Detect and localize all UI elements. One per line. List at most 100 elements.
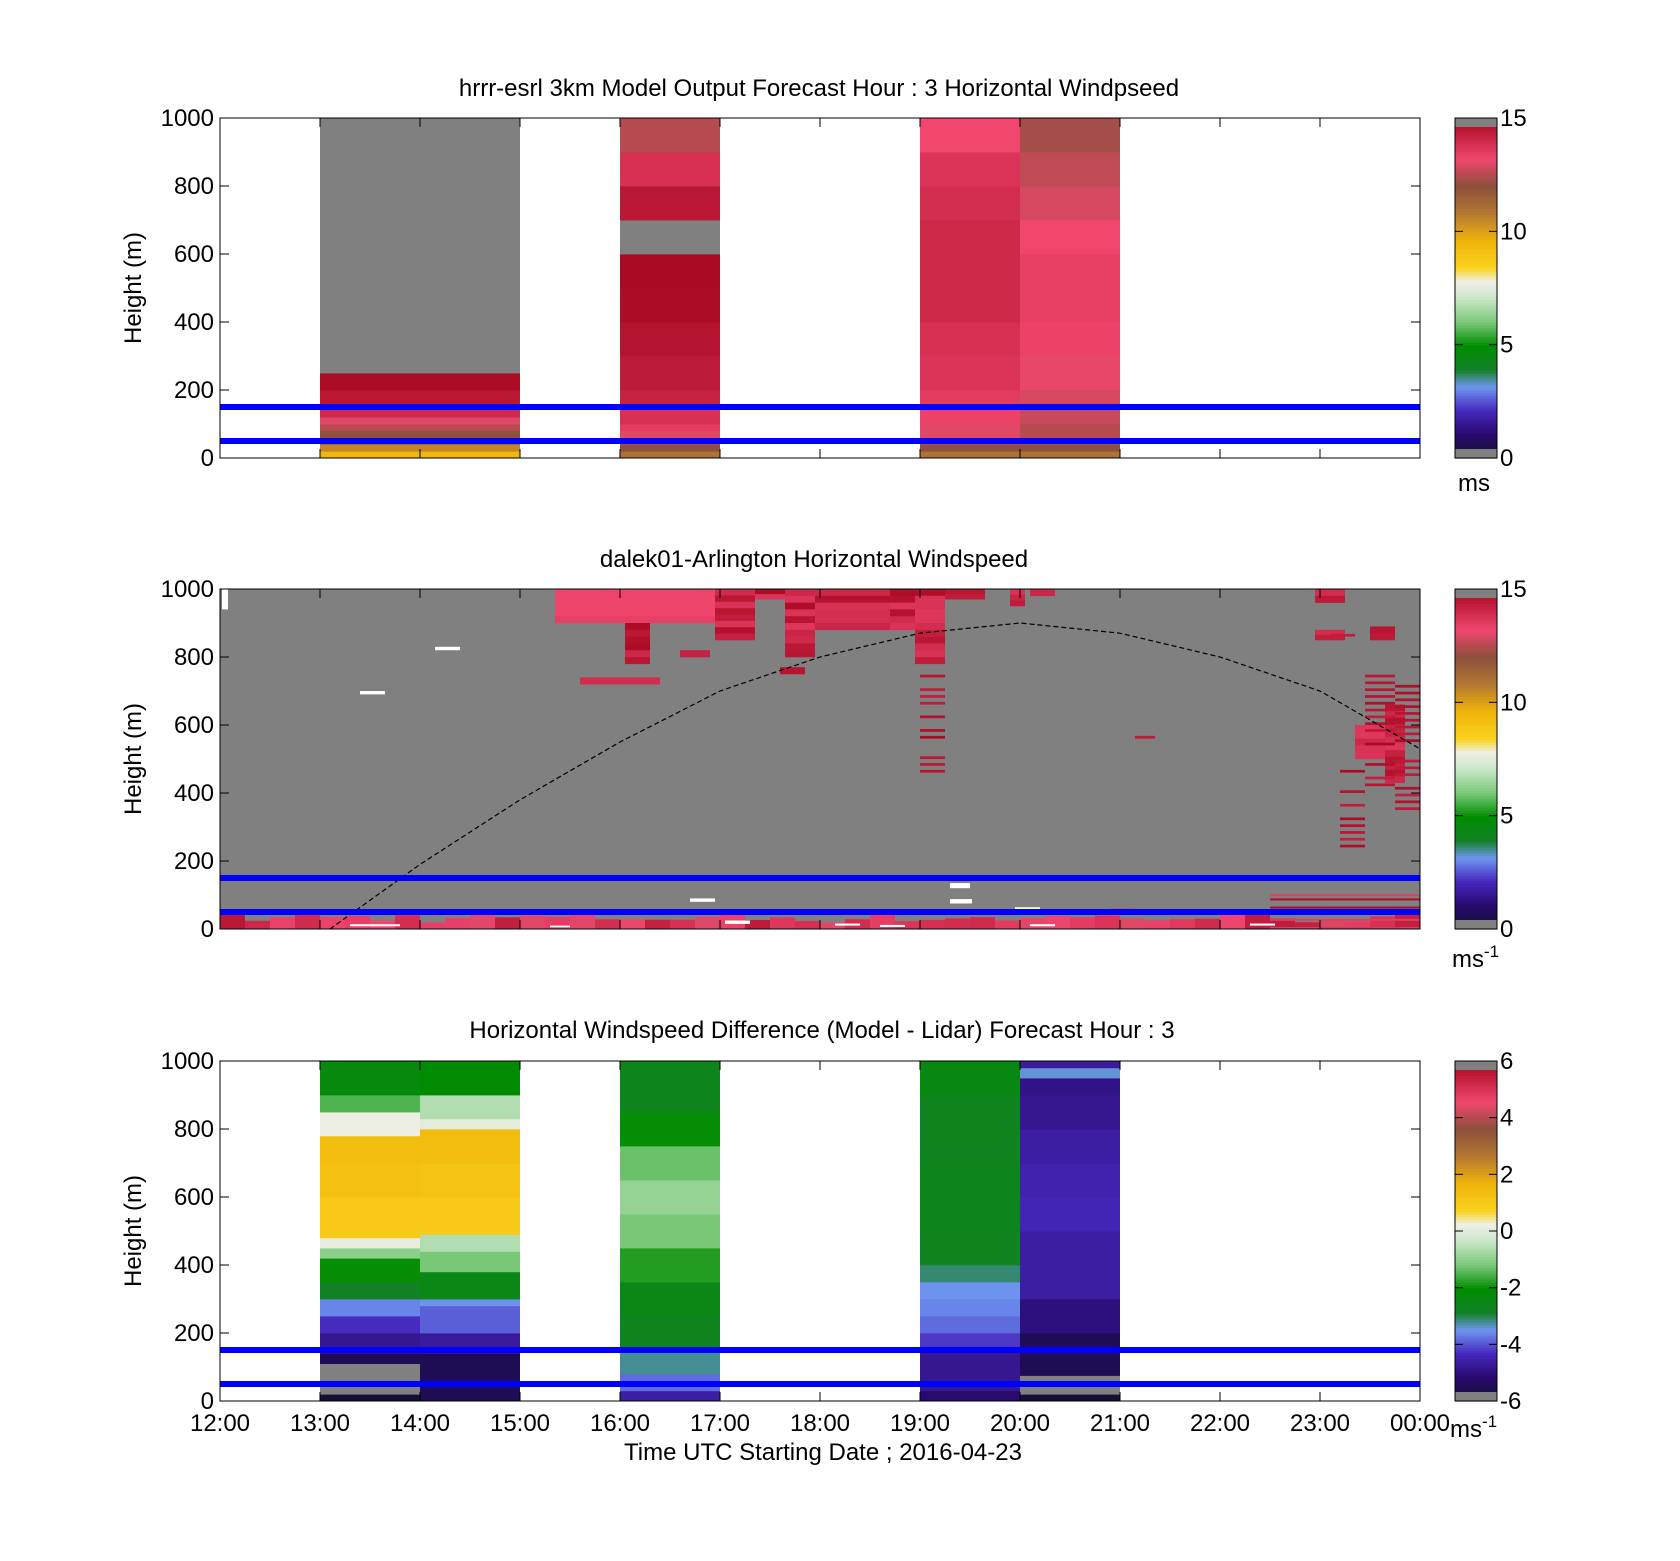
lidar-cell xyxy=(915,602,945,610)
colorbar-segment xyxy=(1455,367,1497,371)
colorbar-segment xyxy=(1455,1157,1497,1161)
colorbar-segment xyxy=(1455,812,1497,817)
colorbar-segment xyxy=(1455,691,1497,695)
colorbar-segment xyxy=(1455,1114,1497,1119)
lidar-cell xyxy=(680,650,710,658)
colorbar-segment xyxy=(1455,1381,1497,1385)
colorbar-segment xyxy=(1455,1097,1497,1102)
colorbar-segment xyxy=(1455,1075,1497,1079)
colorbar-segment xyxy=(1455,818,1497,822)
heatmap-cell xyxy=(320,424,420,432)
y-tick-label: 800 xyxy=(174,173,214,200)
heatmap-cell xyxy=(920,1061,1020,1096)
heatmap-cell xyxy=(620,444,720,452)
heatmap-cell xyxy=(920,451,1020,459)
colorbar-segment xyxy=(1455,710,1497,715)
lidar-cell xyxy=(1385,704,1405,712)
colorbar-segment xyxy=(1455,228,1497,232)
heatmap-cell xyxy=(1020,1231,1120,1300)
lidar-cell xyxy=(520,915,545,929)
colorbar-segment xyxy=(1455,1284,1497,1289)
colorbar-segment xyxy=(1455,296,1497,300)
colorbar-segment xyxy=(1455,903,1497,907)
colorbar-segment xyxy=(1455,163,1497,167)
colorbar-segment xyxy=(1455,421,1497,425)
colorbar-segment xyxy=(1455,682,1497,686)
heatmap-cell xyxy=(1020,254,1120,289)
x-tick-label: 13:00 xyxy=(290,1410,350,1437)
colorbar-segment xyxy=(1455,1265,1497,1269)
lidar-blank-cell xyxy=(880,924,905,927)
colorbar-segment xyxy=(1455,344,1497,349)
lidar-cell xyxy=(890,623,915,631)
colorbar-segment xyxy=(1455,1160,1497,1164)
colorbar-segment xyxy=(1455,1367,1497,1371)
lidar-cell xyxy=(785,595,815,603)
colorbar-segment xyxy=(1455,1151,1497,1156)
colorbar-tick-label: 5 xyxy=(1500,332,1513,359)
lidar-cell xyxy=(645,919,670,929)
heatmap-cell xyxy=(920,407,1020,425)
colorbar-segment xyxy=(1455,327,1497,332)
colorbar-tick-label: 0 xyxy=(1500,916,1513,943)
colorbar-segment xyxy=(1455,398,1497,402)
y-tick-label: 1000 xyxy=(161,1048,214,1075)
colorbar-segment xyxy=(1455,1324,1497,1328)
colorbar-segment xyxy=(1455,883,1497,888)
colorbar-segment xyxy=(1455,614,1497,618)
heatmap-cell xyxy=(1020,1299,1120,1334)
panel-model-reference-lines xyxy=(220,404,1420,444)
colorbar-segment xyxy=(1455,1347,1497,1351)
lidar-cell xyxy=(625,623,650,631)
panel-lidar: dalek01-Arlington Horizontal Windspeed 0… xyxy=(120,546,1527,973)
heatmap-cell xyxy=(320,1135,420,1164)
lidar-cell xyxy=(915,643,945,651)
colorbar-segment xyxy=(1455,750,1497,754)
heatmap-cell xyxy=(420,1251,520,1273)
heatmap-cell xyxy=(420,1234,520,1252)
x-tick-label: 16:00 xyxy=(590,1410,650,1437)
colorbar-segment xyxy=(1455,872,1497,876)
colorbar-segment xyxy=(1455,197,1497,201)
colorbar-segment xyxy=(1455,245,1497,249)
colorbar-segment xyxy=(1455,863,1497,868)
colorbar-segment xyxy=(1455,1205,1497,1209)
colorbar-segment xyxy=(1455,1143,1497,1147)
heatmap-cell xyxy=(1020,118,1120,153)
heatmap-cell xyxy=(420,373,520,391)
colorbar-segment xyxy=(1455,1126,1497,1130)
heatmap-cell xyxy=(1020,322,1120,357)
colorbar-segment xyxy=(1455,1333,1497,1337)
lidar-cell xyxy=(1340,817,1365,821)
colorbar-tick-label: 10 xyxy=(1500,689,1527,716)
colorbar-segment xyxy=(1455,1095,1497,1099)
heatmap-cell xyxy=(320,1363,420,1395)
heatmap-cell xyxy=(620,1350,720,1375)
lidar-blank-cell xyxy=(350,924,400,927)
colorbar-segment xyxy=(1455,795,1497,800)
colorbar-segment xyxy=(1455,401,1497,405)
colorbar-segment xyxy=(1455,341,1497,346)
colorbar-segment xyxy=(1455,1355,1497,1360)
colorbar-segment xyxy=(1455,254,1497,258)
lidar-cell xyxy=(1365,681,1395,685)
lidar-cell xyxy=(625,650,650,658)
lidar-cell xyxy=(890,602,915,610)
panel-difference-ylabel: Height (m) xyxy=(120,1175,147,1287)
x-tick-label: 17:00 xyxy=(690,1410,750,1437)
panel-difference-xlabel: Time UTC Starting Date ; 2016-04-23 xyxy=(624,1439,1022,1466)
colorbar-segment xyxy=(1455,1290,1497,1294)
lidar-cell xyxy=(970,917,995,929)
colorbar-segment xyxy=(1455,432,1497,436)
colorbar-segment xyxy=(1455,736,1497,740)
colorbar-segment xyxy=(1455,1225,1497,1229)
lidar-cell xyxy=(715,608,755,615)
colorbar-segment xyxy=(1455,1078,1497,1082)
colorbar-segment xyxy=(1455,285,1497,289)
colorbar-segment xyxy=(1455,1276,1497,1280)
y-tick-label: 200 xyxy=(174,848,214,875)
colorbar-segment xyxy=(1455,194,1497,198)
colorbar-segment xyxy=(1455,390,1497,394)
colorbar-tick-label: 15 xyxy=(1500,576,1527,603)
colorbar-segment xyxy=(1455,200,1497,204)
